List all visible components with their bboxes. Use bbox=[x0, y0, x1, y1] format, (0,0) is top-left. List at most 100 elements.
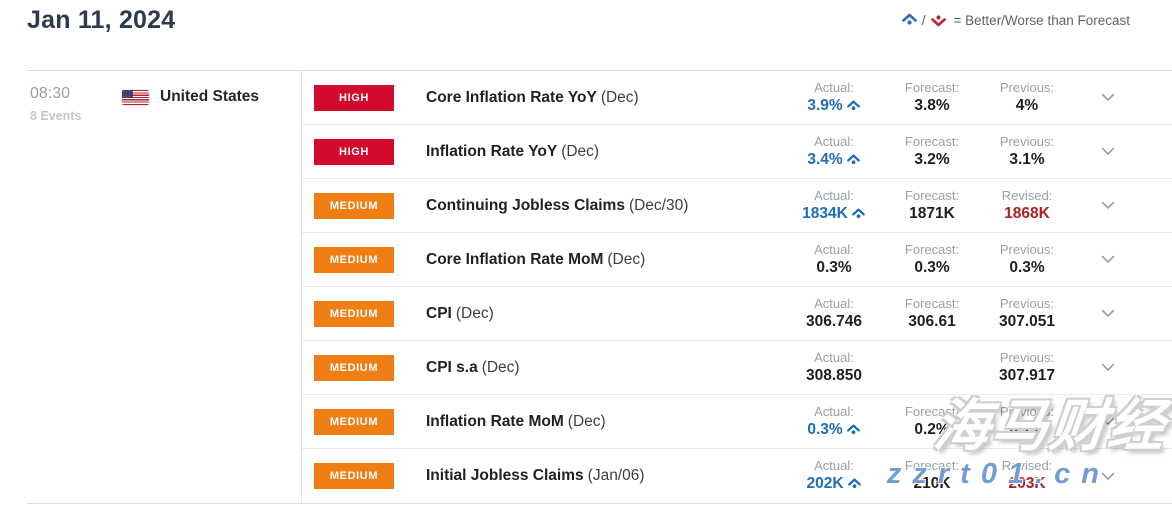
group-left-column: 08:30 8 Events United States bbox=[27, 71, 302, 503]
expand-row-button[interactable] bbox=[1076, 309, 1140, 318]
event-row-inflation-mom[interactable]: MEDIUM Inflation Rate MoM (Dec) Actual: 0… bbox=[302, 395, 1172, 449]
worse-than-forecast-icon bbox=[930, 12, 947, 28]
previous-cell: Previous: 307.917 bbox=[978, 350, 1076, 386]
event-title: Initial Jobless Claims (Jan/06) bbox=[426, 467, 782, 485]
event-name: CPI bbox=[426, 304, 452, 322]
expand-row-button[interactable] bbox=[1076, 201, 1140, 210]
event-row-cpi-sa[interactable]: MEDIUM CPI s.a (Dec) Actual: 308.850 Prev… bbox=[302, 341, 1172, 395]
better-arrow-icon bbox=[851, 208, 865, 218]
expand-row-button[interactable] bbox=[1076, 255, 1140, 264]
actual-value: 1834K bbox=[802, 204, 866, 223]
forecast-label: Forecast: bbox=[904, 133, 960, 149]
previous-label: Previous: bbox=[999, 295, 1055, 311]
event-row-initial-jobless-claims[interactable]: MEDIUM Initial Jobless Claims (Jan/06) Ac… bbox=[302, 449, 1172, 503]
actual-value: 202K bbox=[806, 474, 861, 493]
previous-label: Previous: bbox=[999, 79, 1055, 95]
event-name: Core Inflation Rate MoM bbox=[426, 250, 604, 268]
previous-label: Previous: bbox=[999, 349, 1055, 365]
forecast-label: Forecast: bbox=[904, 295, 960, 311]
actual-label: Actual: bbox=[814, 458, 854, 474]
event-row-inflation-yoy[interactable]: HIGH Inflation Rate YoY (Dec) Actual: 3.4… bbox=[302, 125, 1172, 179]
event-period: (Dec) bbox=[600, 88, 639, 106]
forecast-cell: Forecast: 3.2% bbox=[886, 134, 978, 170]
previous-label: Previous: bbox=[999, 241, 1055, 257]
events-list: HIGH Core Inflation Rate YoY (Dec) Actual… bbox=[302, 71, 1172, 503]
previous-cell: Previous: 0.3% bbox=[978, 242, 1076, 278]
actual-cell: Actual: 306.746 bbox=[782, 296, 886, 332]
forecast-label: Forecast: bbox=[904, 241, 960, 257]
page-title: Jan 11, 2024 bbox=[27, 6, 176, 34]
event-period: (Dec) bbox=[607, 250, 646, 268]
country[interactable]: United States bbox=[122, 85, 259, 106]
importance-badge: MEDIUM bbox=[314, 246, 394, 273]
forecast-value: 3.2% bbox=[914, 150, 950, 168]
event-row-core-inflation-mom[interactable]: MEDIUM Core Inflation Rate MoM (Dec) Actu… bbox=[302, 233, 1172, 287]
better-arrow-icon bbox=[847, 478, 861, 489]
actual-cell: Actual: 3.9% bbox=[782, 80, 886, 116]
importance-badge: HIGH bbox=[314, 84, 394, 111]
event-name: Core Inflation Rate YoY bbox=[426, 88, 597, 106]
actual-label: Actual: bbox=[814, 79, 854, 95]
revised-value: 203K bbox=[1008, 475, 1046, 493]
actual-value: 0.3% bbox=[816, 258, 852, 276]
actual-label: Actual: bbox=[814, 403, 854, 419]
forecast-value: 0.3% bbox=[914, 258, 950, 276]
expand-row-button[interactable] bbox=[1076, 147, 1140, 156]
chevron-down-icon bbox=[1101, 309, 1115, 318]
previous-value: 3.1% bbox=[1009, 150, 1045, 168]
previous-cell: Previous: 307.051 bbox=[978, 296, 1076, 332]
forecast-label: Forecast: bbox=[904, 403, 960, 419]
actual-cell: Actual: 0.3% bbox=[782, 404, 886, 440]
forecast-cell: Forecast: 210K bbox=[886, 458, 978, 494]
event-name: CPI s.a bbox=[426, 358, 478, 376]
chevron-down-icon bbox=[1101, 93, 1115, 102]
importance-badge: MEDIUM bbox=[314, 354, 394, 381]
importance-badge: HIGH bbox=[314, 138, 394, 165]
previous-label: Previous: bbox=[999, 403, 1055, 419]
event-period: (Dec/30) bbox=[628, 196, 689, 214]
event-row-cpi[interactable]: MEDIUM CPI (Dec) Actual: 306.746 Forecast… bbox=[302, 287, 1172, 341]
better-arrow-icon bbox=[846, 154, 860, 164]
expand-row-button[interactable] bbox=[1076, 417, 1140, 426]
events-count: 8 Events bbox=[30, 109, 82, 123]
forecast-label: Forecast: bbox=[904, 79, 960, 95]
event-row-core-inflation-yoy[interactable]: HIGH Core Inflation Rate YoY (Dec) Actual… bbox=[302, 71, 1172, 125]
event-title: Inflation Rate YoY (Dec) bbox=[426, 143, 782, 161]
better-arrow-icon bbox=[846, 424, 860, 434]
forecast-value: 3.8% bbox=[914, 96, 950, 114]
importance-badge: MEDIUM bbox=[314, 408, 394, 435]
event-time: 08:30 bbox=[30, 85, 71, 102]
actual-cell: Actual: 202K bbox=[782, 458, 886, 494]
forecast-cell: Forecast: 0.2% bbox=[886, 404, 978, 440]
event-row-continuing-jobless-claims[interactable]: MEDIUM Continuing Jobless Claims (Dec/30)… bbox=[302, 179, 1172, 233]
forecast-value: 306.61 bbox=[908, 312, 956, 330]
expand-row-button[interactable] bbox=[1076, 472, 1140, 481]
previous-cell: Previous: 4% bbox=[978, 80, 1076, 116]
importance-badge: MEDIUM bbox=[314, 192, 394, 219]
event-period: (Dec) bbox=[481, 358, 520, 376]
time-block: 08:30 8 Events bbox=[30, 85, 122, 123]
expand-row-button[interactable] bbox=[1076, 93, 1140, 102]
chevron-down-icon bbox=[1101, 472, 1115, 480]
actual-value: 3.4% bbox=[807, 150, 860, 169]
actual-label: Actual: bbox=[814, 241, 854, 257]
event-title: Core Inflation Rate YoY (Dec) bbox=[426, 89, 782, 107]
legend-text: = Better/Worse than Forecast bbox=[953, 12, 1130, 28]
actual-value: 0.3% bbox=[807, 420, 860, 439]
previous-label: Previous: bbox=[999, 133, 1055, 149]
previous-cell: Previous: 0.1% bbox=[978, 404, 1076, 440]
forecast-cell: Forecast: 306.61 bbox=[886, 296, 978, 332]
expand-row-button[interactable] bbox=[1076, 363, 1140, 372]
previous-value: 0.1% bbox=[1009, 420, 1045, 438]
actual-label: Actual: bbox=[814, 187, 854, 203]
actual-label: Actual: bbox=[814, 295, 854, 311]
chevron-down-icon bbox=[1101, 201, 1115, 210]
chevron-down-icon bbox=[1101, 363, 1115, 372]
legend: / = Better/Worse than Forecast bbox=[901, 12, 1130, 28]
forecast-cell: Forecast: 0.3% bbox=[886, 242, 978, 278]
importance-badge: MEDIUM bbox=[314, 300, 394, 327]
event-period: (Dec) bbox=[455, 304, 494, 322]
actual-label: Actual: bbox=[814, 133, 854, 149]
actual-cell: Actual: 3.4% bbox=[782, 134, 886, 170]
forecast-label: Forecast: bbox=[904, 187, 960, 203]
